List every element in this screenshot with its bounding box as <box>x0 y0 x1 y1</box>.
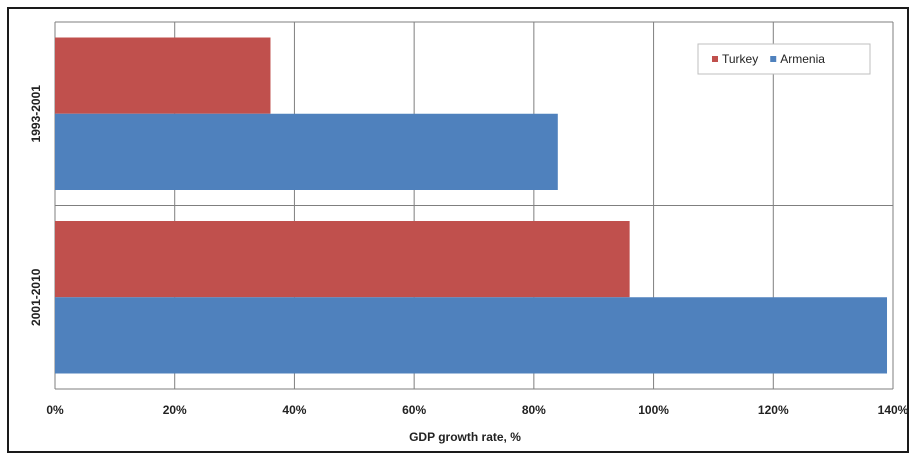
bar-armenia-1 <box>55 297 888 374</box>
x-tick-label-0: 0% <box>46 403 64 417</box>
x-tick-label-6: 120% <box>758 403 789 417</box>
category-label-1: 2001-2010 <box>29 268 43 326</box>
category-labels: 1993-2001 2001-2010 <box>29 85 43 326</box>
x-tick-label-5: 100% <box>638 403 669 417</box>
bar-turkey-1 <box>55 221 630 298</box>
legend-label-armenia: Armenia <box>780 52 825 66</box>
legend-swatch-armenia <box>770 56 777 62</box>
x-tick-label-4: 80% <box>522 403 546 417</box>
x-tick-labels: 0% 20% 40% 60% 80% 100% 120% 140% <box>46 403 908 417</box>
bar-armenia-0 <box>55 113 558 190</box>
x-tick-label-7: 140% <box>878 403 909 417</box>
bars <box>55 37 888 374</box>
x-tick-label-1: 20% <box>163 403 187 417</box>
x-tick-label-2: 40% <box>282 403 306 417</box>
bar-turkey-0 <box>55 37 271 114</box>
legend-box <box>697 43 871 75</box>
legend-label-turkey: Turkey <box>722 52 758 66</box>
category-label-0: 1993-2001 <box>29 85 43 143</box>
legend-swatch-turkey <box>712 56 718 62</box>
x-axis-title: GDP growth rate, % <box>409 430 521 444</box>
legend: Turkey Armenia <box>697 43 871 75</box>
x-tick-label-3: 60% <box>402 403 426 417</box>
